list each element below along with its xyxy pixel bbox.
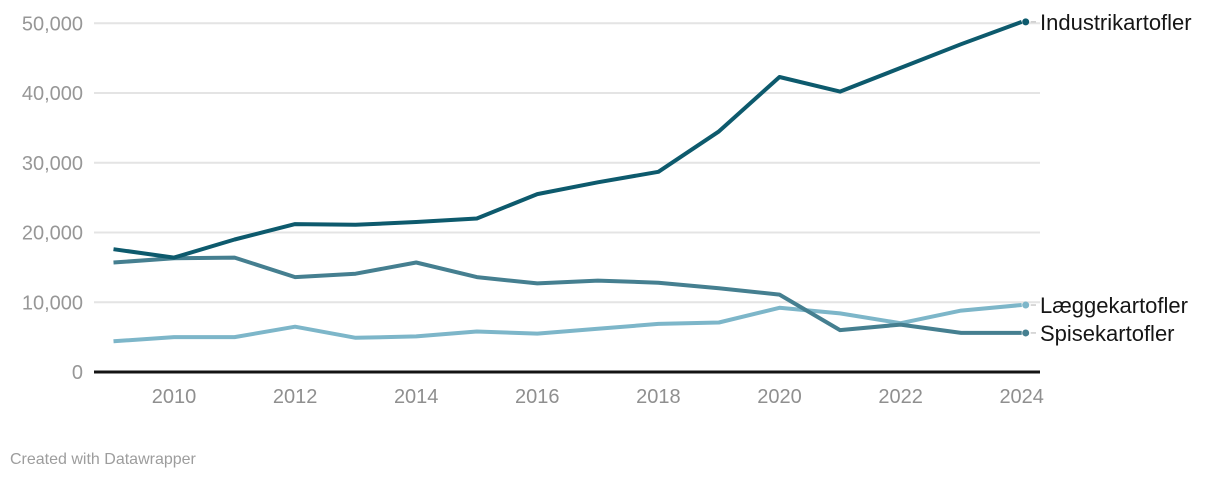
x-tick-label: 2016 [515, 386, 560, 408]
y-tick-label: 0 [72, 362, 83, 384]
series-label-spisekartofler: Spisekartofler [1040, 321, 1175, 346]
x-tick-label: 2020 [757, 386, 802, 408]
y-tick-label: 40,000 [22, 83, 83, 105]
y-tick-label: 10,000 [22, 292, 83, 314]
x-tick-label: 2014 [394, 386, 439, 408]
y-tick-label: 50,000 [22, 13, 83, 35]
y-tick-label: 20,000 [22, 223, 83, 245]
y-tick-label: 30,000 [22, 153, 83, 175]
x-tick-label: 2022 [878, 386, 923, 408]
series-line-industrikartofler [113, 20, 1023, 260]
series-end-dot [1022, 329, 1030, 337]
x-tick-label: 2012 [273, 386, 318, 408]
chart-canvas: 0 10,000 20,000 30,000 40,000 50,000 2010 2012 2… [22, 10, 1192, 408]
series-end-dot [1022, 301, 1030, 309]
series-line-spisekartofler [113, 255, 1022, 335]
series-label-industrikartofler: Industrikartofler [1040, 10, 1192, 35]
series-line-læggekartofler [113, 303, 1022, 344]
x-tick-label: 2010 [152, 386, 197, 408]
x-tick-label: 2024 [999, 386, 1044, 408]
line-chart: 0 10,000 20,000 30,000 40,000 50,000 2010 2012 2… [22, 10, 1192, 408]
x-tick-label: 2018 [636, 386, 681, 408]
datawrapper-credit: Created with Datawrapper [10, 451, 196, 468]
series-end-dot [1022, 18, 1030, 26]
series-label-læggekartofler: Læggekartofler [1040, 293, 1188, 318]
